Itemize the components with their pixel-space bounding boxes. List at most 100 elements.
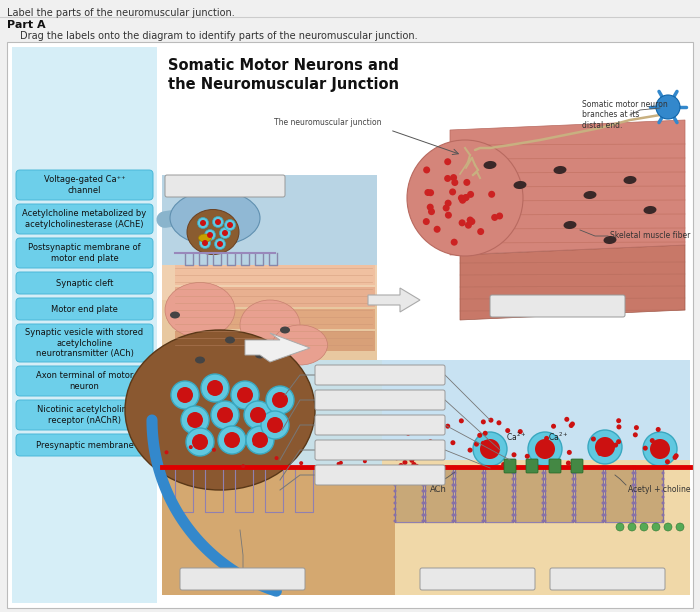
Circle shape (573, 483, 577, 487)
FancyBboxPatch shape (315, 365, 445, 385)
Circle shape (512, 507, 514, 510)
Circle shape (673, 453, 679, 458)
Bar (162, 300, 377, 360)
Circle shape (605, 444, 610, 449)
Circle shape (433, 226, 440, 233)
Circle shape (421, 477, 424, 480)
FancyBboxPatch shape (420, 568, 535, 590)
Text: Postsynaptic membrane of
motor end plate: Postsynaptic membrane of motor end plate (28, 244, 141, 263)
Polygon shape (635, 467, 663, 522)
Circle shape (459, 419, 464, 424)
Polygon shape (460, 245, 685, 320)
Bar (175, 265, 375, 285)
Circle shape (571, 471, 575, 474)
Bar (12, 47, 157, 603)
Circle shape (631, 466, 634, 469)
Circle shape (261, 411, 289, 439)
Circle shape (662, 466, 664, 469)
Circle shape (662, 520, 664, 523)
Circle shape (452, 520, 454, 523)
Circle shape (634, 496, 636, 499)
Circle shape (187, 412, 203, 428)
Circle shape (246, 426, 274, 454)
Ellipse shape (280, 326, 290, 334)
Circle shape (483, 431, 488, 436)
Circle shape (339, 461, 343, 465)
Circle shape (484, 471, 486, 474)
Circle shape (634, 513, 636, 517)
Circle shape (424, 490, 426, 493)
Circle shape (634, 507, 636, 510)
Circle shape (673, 455, 678, 460)
Text: Acetyl + choline: Acetyl + choline (628, 485, 690, 494)
Circle shape (631, 507, 634, 510)
Circle shape (421, 507, 424, 510)
Circle shape (445, 212, 452, 218)
Text: ACh: ACh (430, 485, 447, 494)
FancyBboxPatch shape (315, 415, 445, 435)
Circle shape (227, 222, 233, 228)
Circle shape (564, 417, 569, 422)
Polygon shape (245, 333, 310, 362)
Bar (175, 309, 375, 329)
Circle shape (631, 496, 634, 499)
Circle shape (542, 471, 545, 474)
Circle shape (217, 241, 223, 247)
FancyArrowPatch shape (164, 218, 172, 220)
Circle shape (514, 483, 517, 487)
Text: Axon terminal of motor
neuron: Axon terminal of motor neuron (36, 371, 133, 390)
Circle shape (603, 520, 606, 523)
Circle shape (232, 438, 235, 442)
Circle shape (459, 196, 466, 204)
Circle shape (484, 507, 486, 510)
Circle shape (543, 471, 547, 474)
Circle shape (244, 401, 272, 429)
Circle shape (631, 483, 634, 487)
Circle shape (634, 501, 636, 504)
Circle shape (452, 507, 454, 510)
Circle shape (543, 466, 547, 469)
Circle shape (473, 432, 507, 466)
Circle shape (467, 191, 474, 198)
Circle shape (512, 483, 514, 487)
Circle shape (424, 483, 426, 487)
Circle shape (452, 471, 454, 474)
Circle shape (454, 496, 456, 499)
Ellipse shape (225, 337, 235, 343)
Circle shape (573, 471, 577, 474)
Ellipse shape (255, 351, 265, 359)
Circle shape (514, 507, 517, 510)
Circle shape (204, 230, 216, 241)
Circle shape (428, 439, 433, 444)
Circle shape (461, 195, 468, 201)
Circle shape (482, 507, 484, 510)
Circle shape (656, 427, 661, 432)
Circle shape (570, 422, 575, 427)
FancyBboxPatch shape (526, 459, 538, 473)
Circle shape (181, 406, 209, 434)
Circle shape (514, 471, 517, 474)
Circle shape (591, 436, 596, 441)
Circle shape (336, 441, 340, 444)
Circle shape (514, 520, 517, 523)
Circle shape (217, 407, 233, 423)
Bar (162, 265, 377, 355)
Circle shape (656, 95, 680, 119)
Circle shape (253, 442, 257, 446)
Circle shape (543, 513, 547, 517)
Circle shape (603, 490, 606, 493)
Circle shape (421, 501, 424, 504)
Circle shape (573, 466, 577, 469)
Circle shape (601, 471, 605, 474)
FancyBboxPatch shape (315, 440, 445, 460)
Polygon shape (605, 467, 633, 522)
Circle shape (214, 239, 225, 250)
Circle shape (640, 523, 648, 531)
Bar (162, 467, 395, 595)
Circle shape (631, 513, 634, 517)
Circle shape (424, 507, 426, 510)
Circle shape (482, 496, 484, 499)
Circle shape (211, 401, 239, 429)
Circle shape (444, 175, 451, 182)
Circle shape (421, 513, 424, 517)
